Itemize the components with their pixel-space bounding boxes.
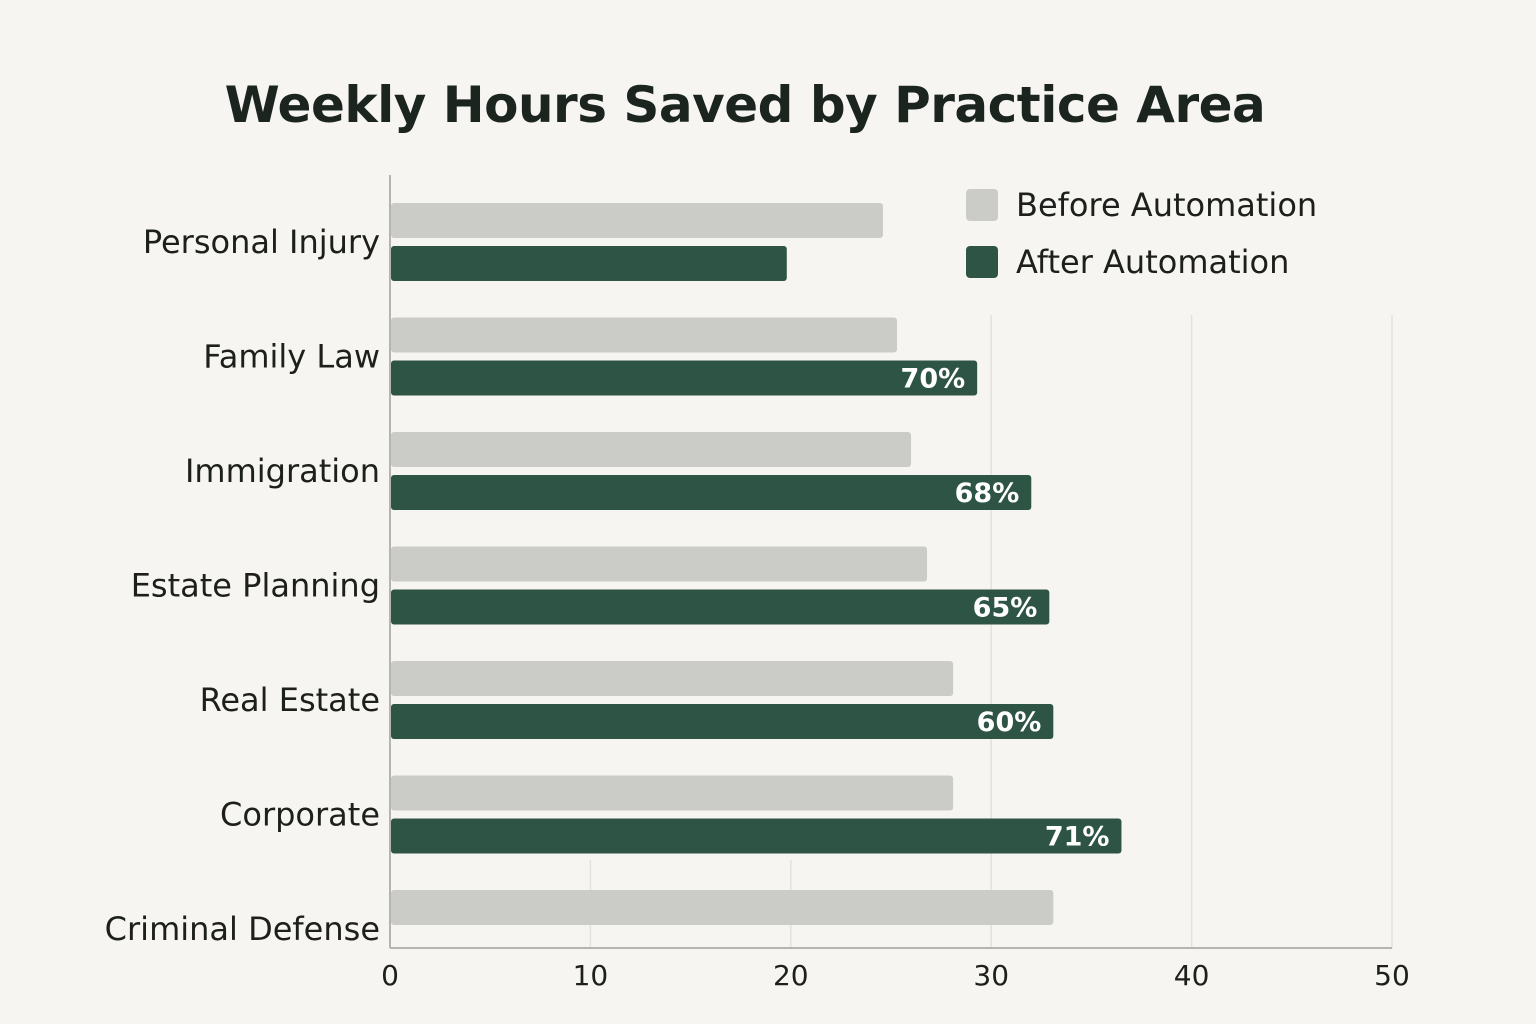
category-label-personal-injury: Personal Injury <box>143 223 380 261</box>
legend-swatch-after <box>966 246 998 278</box>
legend-label-after: After Automation <box>1016 243 1290 281</box>
bar-before-criminal-defense <box>391 890 1054 925</box>
category-label-corporate: Corporate <box>220 796 380 834</box>
bar-after-family-law <box>391 360 978 396</box>
x-tick-label-0: 0 <box>381 959 399 992</box>
x-tick-label-50: 50 <box>1374 959 1410 992</box>
data-label-real-estate: 60% <box>977 707 1042 738</box>
x-tick-label-40: 40 <box>1174 959 1210 992</box>
bar-after-personal-injury <box>391 246 787 281</box>
bar-before-real-estate <box>391 661 954 696</box>
data-label-corporate: 71% <box>1045 822 1110 853</box>
bar-before-corporate <box>391 775 954 811</box>
data-label-estate-planning: 65% <box>973 593 1038 624</box>
category-label-estate-planning: Estate Planning <box>131 567 380 605</box>
bar-before-personal-injury <box>391 203 883 238</box>
bar-before-family-law <box>391 317 898 353</box>
category-label-immigration: Immigration <box>185 452 380 490</box>
chart-title: Weekly Hours Saved by Practice Area <box>224 76 1266 134</box>
legend-label-before: Before Automation <box>1016 186 1318 224</box>
data-label-family-law: 70% <box>901 364 966 395</box>
legend-item-before: Before Automation <box>966 186 1317 224</box>
bar-before-immigration <box>391 432 912 467</box>
x-tick-label-20: 20 <box>773 959 809 992</box>
bar-before-estate-planning <box>391 546 928 582</box>
legend-swatch-before <box>966 189 998 221</box>
x-tick-label-10: 10 <box>573 959 609 992</box>
bar-after-real-estate <box>391 704 1054 739</box>
bar-after-corporate <box>391 818 1122 854</box>
bar-after-immigration <box>391 475 1032 510</box>
x-tick-label-30: 30 <box>973 959 1009 992</box>
bar-after-estate-planning <box>391 589 1050 625</box>
category-label-real-estate: Real Estate <box>200 681 380 719</box>
legend-item-after: After Automation <box>966 243 1289 281</box>
category-label-criminal-defense: Criminal Defense <box>105 910 380 948</box>
data-label-immigration: 68% <box>955 478 1020 509</box>
category-label-family-law: Family Law <box>203 338 380 376</box>
